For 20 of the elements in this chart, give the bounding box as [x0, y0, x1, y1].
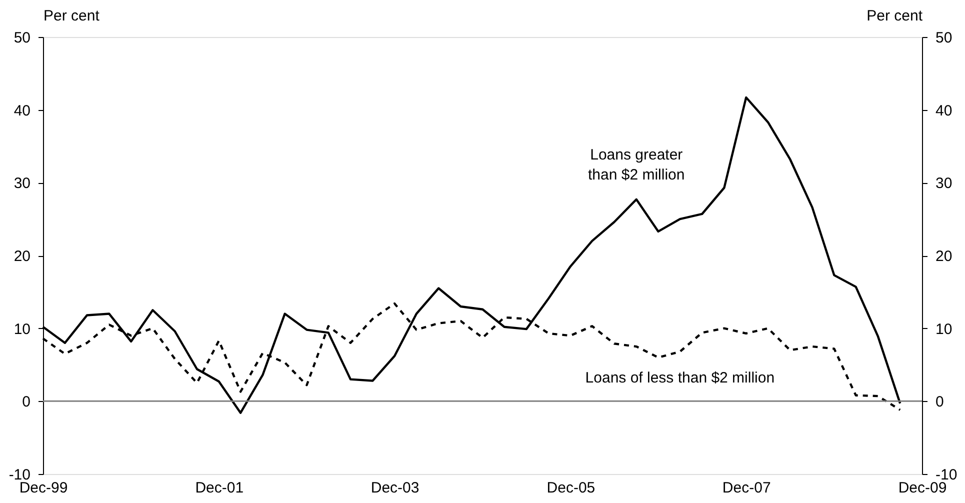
y-tick-label: 40 — [14, 102, 30, 120]
series-label: Loans of less than $2 million — [585, 370, 775, 387]
y2-tick-label: 10 — [936, 320, 952, 338]
y-tick-label: 30 — [14, 175, 30, 192]
y2-axis-title: Per cent — [866, 8, 924, 24]
x-tick-label: Dec-05 — [546, 480, 596, 496]
y2-tick-label: 30 — [936, 175, 952, 192]
y2-tick-label: 20 — [936, 248, 952, 265]
y2-tick-label: 0 — [936, 394, 944, 411]
y-tick-label: 0 — [22, 394, 30, 411]
y2-tick-label: 40 — [936, 102, 952, 120]
y-tick-label: 10 — [14, 320, 30, 338]
x-tick-label: Dec-01 — [195, 480, 244, 496]
x-tick-label: Dec-07 — [722, 480, 771, 496]
y-tick-label: 50 — [14, 30, 30, 46]
text: Loans greater than $2 million — [588, 146, 685, 184]
x-tick-label: Dec-03 — [370, 480, 420, 496]
y-tick-label: 20 — [14, 248, 30, 265]
y2-tick-label: 50 — [936, 30, 952, 46]
y-axis-title: Per cent — [44, 8, 100, 24]
